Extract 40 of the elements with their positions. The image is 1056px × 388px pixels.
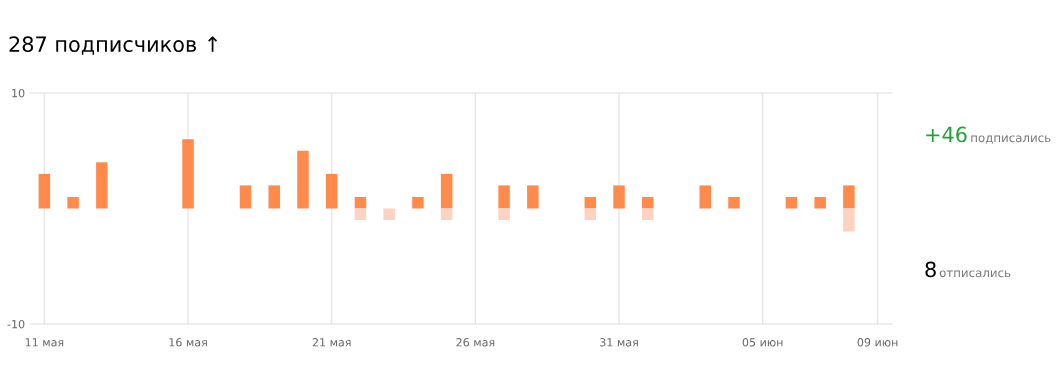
- bar: [843, 208, 855, 232]
- x-tick-label: 09 июн: [857, 338, 898, 347]
- bar: [699, 185, 711, 209]
- bar: [383, 208, 395, 221]
- bar: [498, 208, 510, 221]
- bar: [440, 173, 453, 209]
- x-tick-label: 05 июн: [742, 338, 783, 347]
- bar: [239, 185, 252, 209]
- bar: [67, 196, 79, 209]
- bar: [728, 196, 740, 209]
- bar: [527, 185, 539, 209]
- y-tick-label: 10: [12, 88, 25, 98]
- text: 8 отписались: [925, 261, 1011, 278]
- bar: [354, 196, 367, 209]
- x-tick-label: 26 мая: [456, 338, 495, 347]
- x-tick-label: 31 мая: [600, 338, 638, 347]
- bar: [182, 139, 194, 209]
- chart-title: 287 подписчиков ↑: [9, 36, 218, 55]
- x-tick-label: 16 мая: [169, 338, 207, 347]
- bar: [268, 185, 280, 209]
- bar: [498, 185, 510, 209]
- bar: [584, 208, 597, 221]
- bar: [96, 162, 108, 209]
- bar: [584, 196, 597, 209]
- x-tick-label: 21 мая: [312, 338, 351, 347]
- x-tick-label: 11 мая: [25, 338, 64, 347]
- bar: [642, 196, 654, 209]
- bar: [325, 173, 338, 209]
- bar: [785, 196, 798, 209]
- bar: [642, 208, 654, 221]
- y-tick-label: -10: [7, 319, 25, 329]
- bar: [440, 208, 453, 221]
- bar: [297, 150, 309, 209]
- bar: [354, 208, 367, 221]
- bar: [814, 196, 826, 209]
- bar: [613, 185, 625, 209]
- text: +46 подписались: [926, 126, 1051, 144]
- bar: [412, 196, 424, 209]
- bar: [38, 173, 51, 209]
- bar: [843, 185, 855, 209]
